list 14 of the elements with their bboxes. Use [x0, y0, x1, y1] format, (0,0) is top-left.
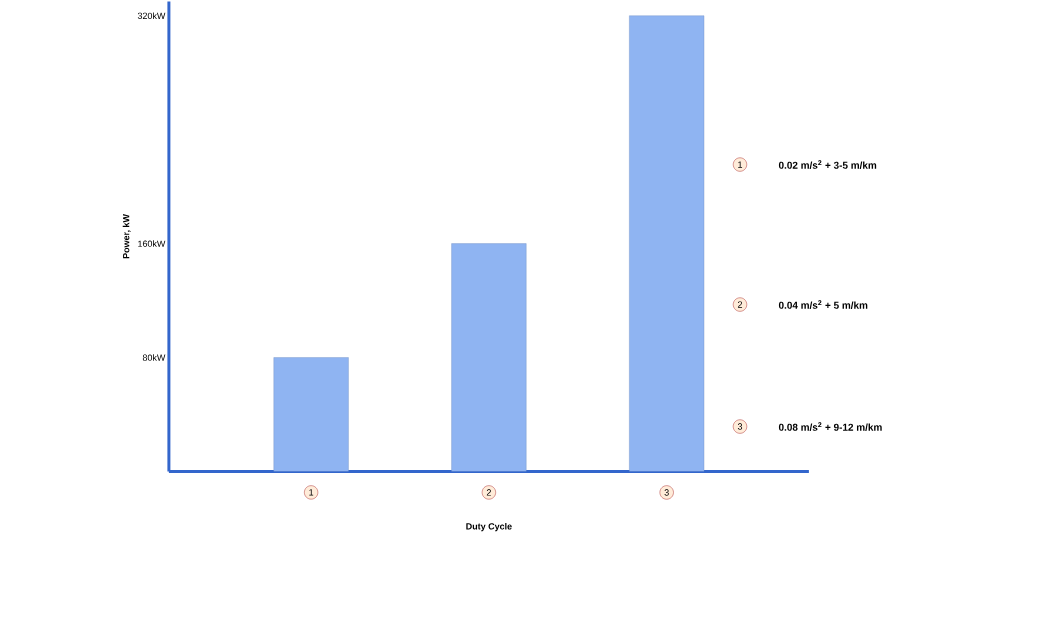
y-tick-label: 160kW [138, 240, 166, 248]
category-label: 2 [737, 301, 743, 308]
category-label: 3 [737, 423, 743, 430]
annotation: 0.08 m/s$^{2}$ + 9-12 m/km [778, 422, 882, 432]
annotation: 0.02 m/s$^{2}$ + 3-5 m/km [778, 160, 877, 170]
y-tick-label: 320kW [137, 12, 166, 20]
annotation: 0.04 m/s$^{2}$ + 5 m/km [778, 300, 868, 310]
x-axis-title: Duty Cycle [466, 523, 512, 532]
y-axis-title: Power, kW [122, 214, 131, 259]
x-tick-label: 1 [309, 489, 314, 496]
x-tick-label: 2 [486, 489, 491, 496]
x-tick-label: 3 [664, 489, 669, 496]
category-label: 1 [738, 161, 743, 168]
y-tick-label: 80kW [142, 354, 166, 362]
